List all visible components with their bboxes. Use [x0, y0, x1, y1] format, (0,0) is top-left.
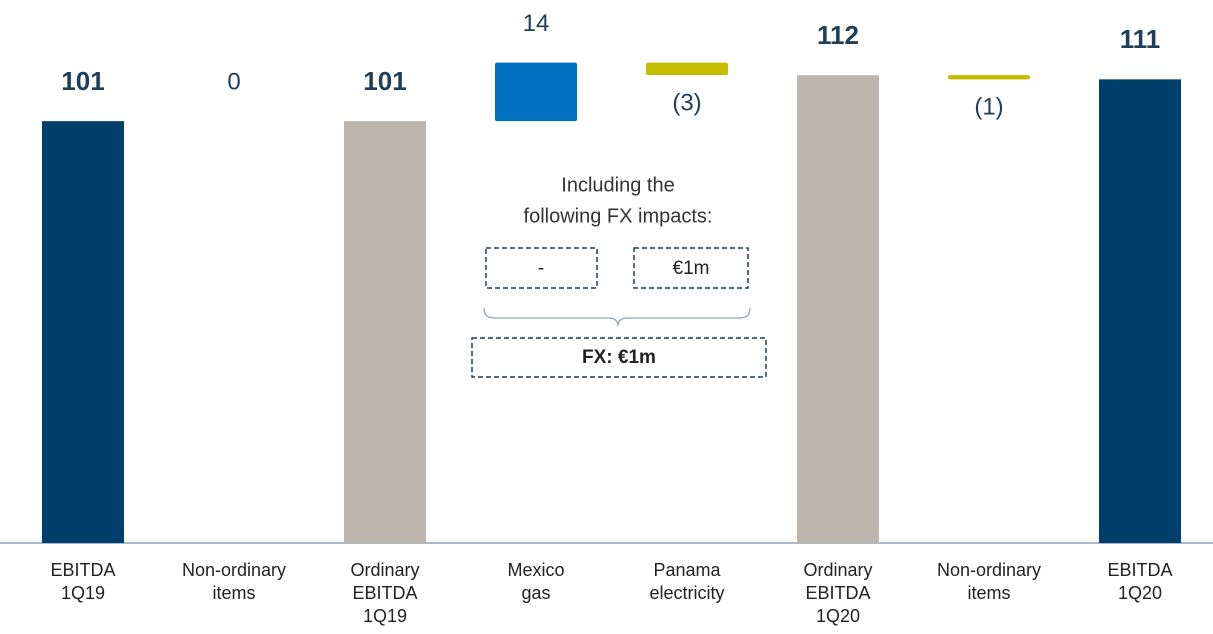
x-tick-label-line: 1Q20 [816, 606, 860, 626]
annotation-line: Including the [561, 174, 674, 196]
bar [344, 121, 426, 543]
x-tick-label-line: 1Q19 [363, 606, 407, 626]
bar [42, 121, 124, 543]
x-tick-label-line: gas [521, 583, 550, 603]
x-tick-label-line: 1Q20 [1118, 583, 1162, 603]
x-tick-label-line: items [967, 583, 1010, 603]
value-label: 0 [227, 68, 240, 95]
value-label: (3) [672, 90, 701, 117]
bar [797, 75, 879, 543]
fx-box-label: €1m [673, 258, 710, 279]
x-tick-label-line: items [212, 583, 255, 603]
x-tick-label: Mexico gas [507, 560, 564, 603]
x-tick-label-line: Panama [653, 560, 721, 580]
value-label: 111 [1120, 24, 1161, 54]
x-tick-label: Ordinary EBITDA 1Q20 [803, 560, 872, 626]
x-tick-label: Panama electricity [649, 560, 724, 603]
x-tick-label: Non-ordinary items [937, 560, 1041, 603]
fx-box [485, 247, 598, 289]
brace [483, 307, 751, 327]
x-tick-label: EBITDA 1Q19 [50, 560, 115, 603]
x-tick-label: Non-ordinary items [182, 560, 286, 603]
x-tick-label-line: Ordinary [350, 560, 419, 580]
bar [1099, 79, 1181, 543]
value-label: 101 [61, 66, 104, 96]
x-tick-label-line: EBITDA [50, 560, 115, 580]
x-tick-label: Ordinary EBITDA 1Q19 [350, 560, 419, 626]
fx-total-box [471, 337, 767, 378]
x-tick-label-line: Ordinary [803, 560, 872, 580]
x-tick-label-line: 1Q19 [61, 583, 105, 603]
x-tick-label-line: Mexico [507, 560, 564, 580]
annotation-line: following FX impacts: [524, 205, 713, 227]
value-label: 14 [523, 10, 550, 37]
x-tick-label-line: EBITDA [352, 583, 417, 603]
fx-box-label: - [538, 258, 544, 279]
fx-box [633, 247, 749, 289]
fx-total-label: FX: €1m [582, 347, 656, 368]
value-label: 101 [363, 66, 406, 96]
x-tick-label-line: electricity [649, 583, 724, 603]
x-tick-label-line: Non-ordinary [937, 560, 1041, 580]
bar [495, 62, 577, 122]
value-label: 112 [817, 20, 859, 50]
fx-annotation: Including the following FX impacts: - €1… [471, 174, 767, 378]
x-tick-label: EBITDA 1Q20 [1107, 560, 1172, 603]
bar [646, 62, 728, 76]
value-label: (1) [974, 94, 1003, 121]
x-tick-label-line: EBITDA [805, 583, 870, 603]
bar [948, 75, 1030, 80]
x-tick-label-line: Non-ordinary [182, 560, 286, 580]
x-tick-label-line: EBITDA [1107, 560, 1172, 580]
